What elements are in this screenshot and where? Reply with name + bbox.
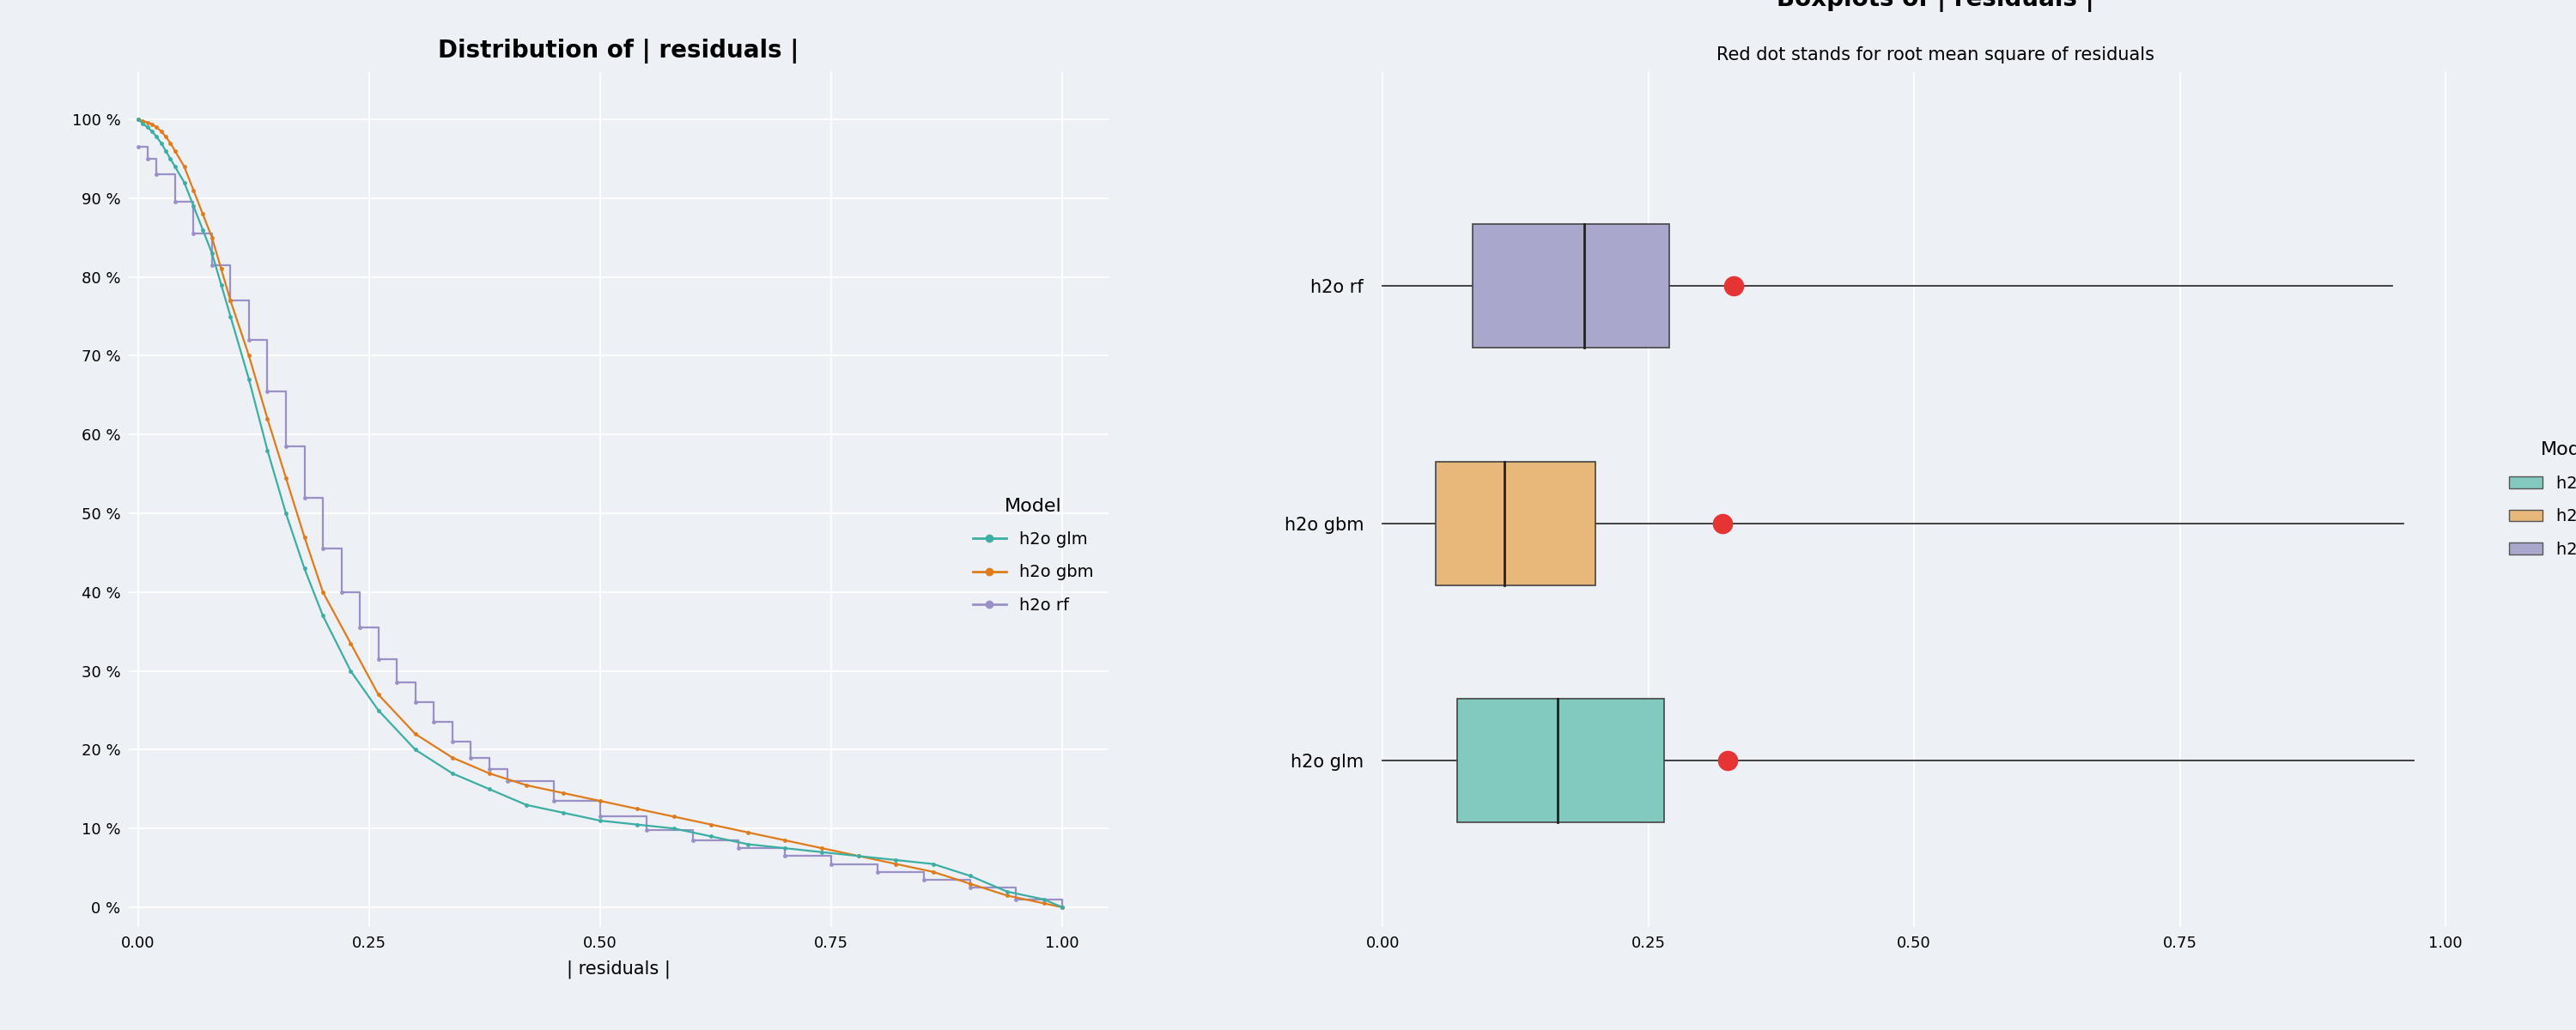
Text: Red dot stands for root mean square of residuals: Red dot stands for root mean square of r… bbox=[1716, 46, 2154, 64]
FancyBboxPatch shape bbox=[1435, 461, 1595, 585]
Title: Distribution of | residuals |: Distribution of | residuals | bbox=[438, 39, 799, 64]
FancyBboxPatch shape bbox=[1473, 225, 1669, 347]
Legend: h2o glm, h2o gbm, h2o rf: h2o glm, h2o gbm, h2o rf bbox=[2501, 435, 2576, 564]
Text: Boxplots of | residuals |: Boxplots of | residuals | bbox=[1777, 0, 2094, 12]
Legend: h2o glm, h2o gbm, h2o rf: h2o glm, h2o gbm, h2o rf bbox=[966, 491, 1100, 620]
FancyBboxPatch shape bbox=[1458, 699, 1664, 823]
X-axis label: | residuals |: | residuals | bbox=[567, 960, 670, 978]
